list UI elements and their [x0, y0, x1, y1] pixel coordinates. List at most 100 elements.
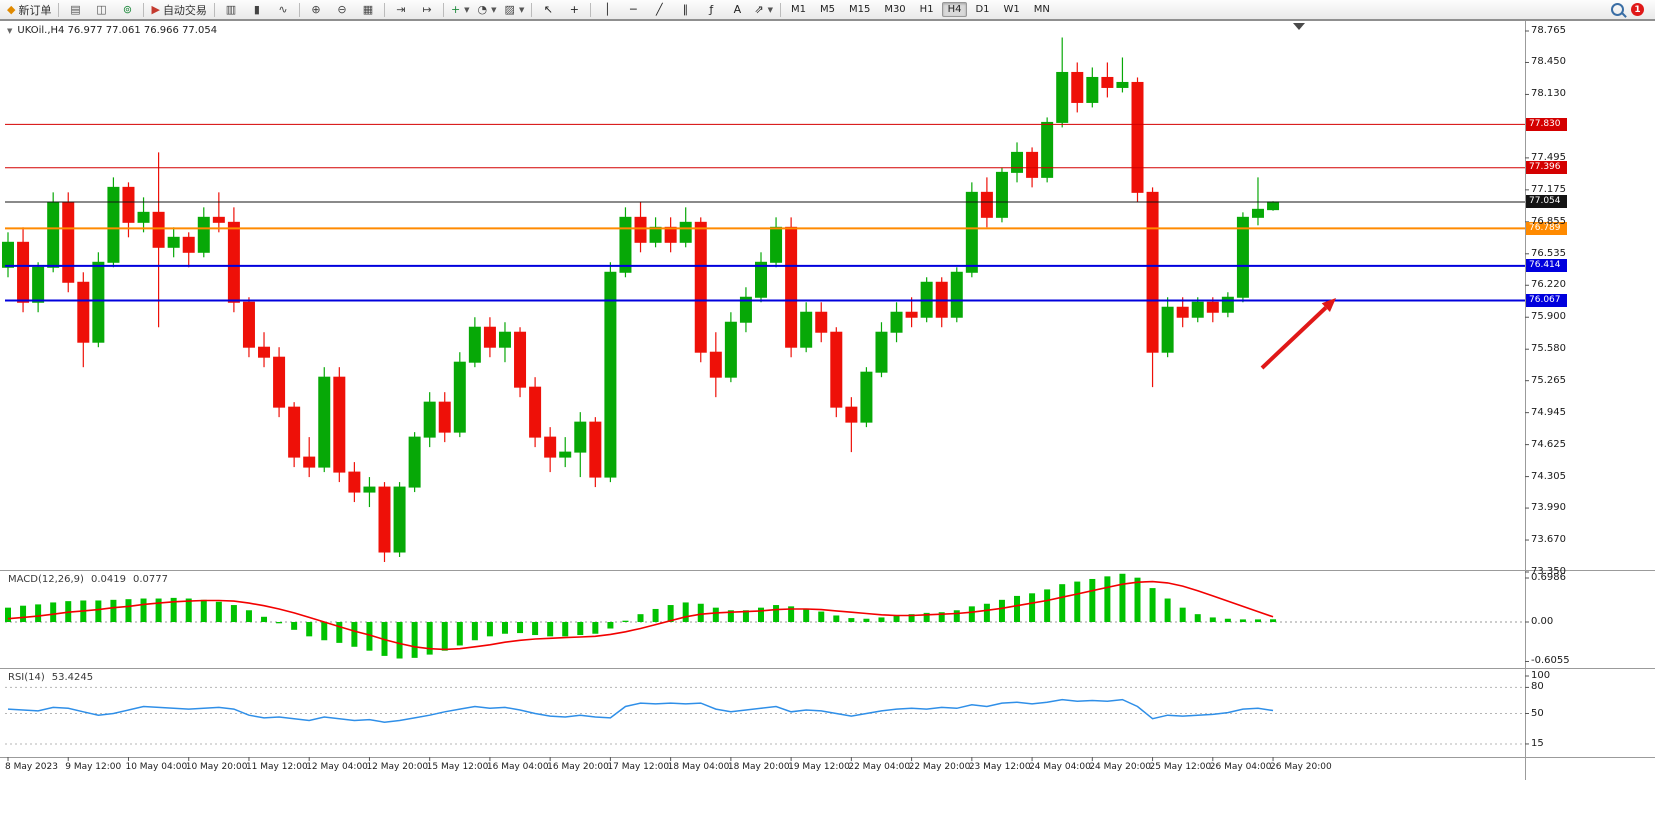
macd-histogram-bar	[5, 607, 11, 622]
chart-symbol-title: ▼ UKOil.,H4 76.977 77.061 76.966 77.054	[7, 25, 217, 36]
macd-main-value: 0.0419	[90, 574, 126, 585]
fibonacci-icon: ƒ	[709, 3, 714, 16]
timeframe-button-MN[interactable]: MN	[1033, 4, 1050, 15]
candle	[589, 421, 602, 478]
search-icon[interactable]	[1611, 3, 1624, 16]
macd-signal-value: 0.0777	[132, 574, 168, 585]
red-arrow-head[interactable]	[1321, 298, 1336, 312]
fibonacci-button[interactable]: ƒ	[698, 0, 724, 19]
candle	[860, 371, 873, 423]
zoom-in-button[interactable]: ⊕	[303, 0, 329, 19]
timeframe-button-H4[interactable]: H4	[941, 2, 968, 17]
macd-histogram-bar	[682, 602, 689, 622]
timeframe-button-M30[interactable]: M30	[884, 4, 906, 15]
candle	[212, 216, 225, 223]
macd-histogram-bar	[773, 605, 780, 622]
candle	[995, 171, 1008, 218]
text-button[interactable]: A	[724, 0, 750, 19]
timeframe-button-M5[interactable]: M5	[819, 4, 835, 15]
macd-name: MACD(12,26,9)	[8, 574, 84, 585]
candle	[408, 436, 421, 488]
macd-histogram-bar	[1119, 573, 1126, 622]
globe-icon: ⊚	[122, 3, 133, 16]
channel-button[interactable]: ∥	[672, 0, 698, 19]
candle	[604, 271, 617, 478]
macd-histogram-bar	[185, 598, 192, 622]
toolbar-separator	[213, 2, 215, 17]
candle	[1041, 121, 1054, 178]
timeframe-button-H1[interactable]: H1	[919, 4, 934, 15]
macd-histogram-bar	[1074, 581, 1081, 622]
periods-button[interactable]: ◔ ▼	[474, 0, 501, 19]
candle	[333, 376, 346, 473]
candle	[664, 226, 677, 243]
candle	[529, 386, 542, 438]
templates-button[interactable]: ▨ ▼	[501, 0, 529, 19]
candle	[152, 211, 165, 248]
arrows-button[interactable]: ⇗ ▼	[750, 0, 777, 19]
zoom-out-button[interactable]: ⊖	[329, 0, 355, 19]
bars-chart-icon: ▥	[225, 3, 237, 16]
candlestick-chart-type-button[interactable]: ▮	[244, 0, 270, 19]
auto-trading-button[interactable]: ▶ 自动交易	[147, 0, 210, 19]
one-click-collapse-icon[interactable]: ▼	[7, 26, 13, 35]
cursor-button[interactable]: ↖	[535, 0, 561, 19]
candle	[875, 331, 888, 373]
candle	[544, 436, 557, 458]
chart-shift-button[interactable]: ↦	[414, 0, 440, 19]
horizontal-line-button[interactable]: ─	[620, 0, 646, 19]
macd-histogram-bar	[697, 603, 704, 622]
macd-histogram-bar	[968, 606, 975, 622]
notification-badge[interactable]: 1	[1631, 3, 1644, 16]
macd-histogram-bar	[622, 620, 629, 622]
new-order-button[interactable]: ◆ 新订单	[3, 0, 55, 19]
candle	[1026, 151, 1039, 178]
candle	[137, 211, 150, 223]
macd-histogram-bar	[667, 605, 674, 622]
timeframe-button-D1[interactable]: D1	[975, 4, 990, 15]
macd-histogram-bar	[1059, 584, 1066, 622]
candle	[438, 401, 451, 433]
timeframe-button-W1[interactable]: W1	[1003, 4, 1020, 15]
webtrader-button[interactable]: ⊚	[114, 0, 140, 19]
timeframe-button-M15[interactable]: M15	[848, 4, 871, 15]
candle	[1071, 71, 1084, 103]
macd-histogram-bar	[20, 605, 27, 622]
candle	[634, 216, 647, 243]
rsi-line	[7, 698, 1274, 723]
candle	[17, 241, 30, 303]
chart-preview-button[interactable]: ◫	[88, 0, 114, 19]
toolbar-separator	[298, 2, 300, 17]
tile-windows-button[interactable]: ▦	[355, 0, 381, 19]
candle	[468, 326, 481, 363]
macd-histogram-bar	[125, 599, 132, 622]
macd-histogram-bar	[848, 618, 855, 622]
toolbar-separator	[58, 2, 60, 17]
indicators-button[interactable]: + ▼	[447, 0, 474, 19]
macd-histogram-bar	[1044, 589, 1051, 622]
macd-histogram-bar	[833, 615, 840, 622]
candle	[77, 281, 90, 343]
candle	[950, 271, 963, 318]
vertical-line-button[interactable]: │	[594, 0, 620, 19]
auto-scroll-button[interactable]: ⇥	[388, 0, 414, 19]
candle	[785, 226, 798, 348]
candle	[1161, 306, 1174, 353]
candle	[965, 191, 978, 273]
line-chart-type-button[interactable]: ∿	[270, 0, 296, 19]
macd-histogram-bar	[501, 622, 508, 634]
red-arrow-annotation[interactable]	[1260, 306, 1328, 370]
candle	[679, 221, 692, 243]
timeframe-button-M1[interactable]: M1	[790, 4, 806, 15]
bar-chart-type-button[interactable]: ▥	[218, 0, 244, 19]
macd-histogram-bar	[1254, 619, 1261, 622]
crosshair-button[interactable]: +	[561, 0, 587, 19]
candle	[453, 361, 466, 433]
chart-shift-marker-icon[interactable]	[1293, 23, 1305, 30]
tile-windows-icon: ▦	[362, 3, 374, 16]
macd-histogram-bar	[366, 622, 373, 651]
print-button[interactable]: ▤	[62, 0, 88, 19]
candle	[574, 421, 587, 453]
macd-histogram-bar	[1149, 588, 1156, 622]
trendline-button[interactable]: ╱	[646, 0, 672, 19]
